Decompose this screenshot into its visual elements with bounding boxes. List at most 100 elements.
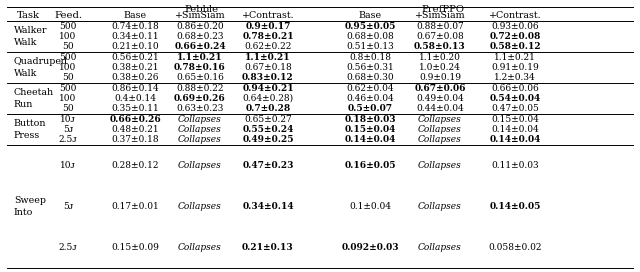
Text: 0.51±0.13: 0.51±0.13 bbox=[346, 42, 394, 51]
Text: Task: Task bbox=[17, 11, 40, 20]
Text: 0.58±0.13: 0.58±0.13 bbox=[414, 42, 466, 51]
Text: 500: 500 bbox=[60, 53, 77, 62]
Text: 0.68±0.30: 0.68±0.30 bbox=[346, 73, 394, 82]
Text: 0.64±0.28): 0.64±0.28) bbox=[243, 94, 294, 103]
Text: 0.14±0.04: 0.14±0.04 bbox=[344, 135, 396, 144]
Text: 0.86±0.20: 0.86±0.20 bbox=[176, 22, 224, 31]
Text: 1.1±0.21: 1.1±0.21 bbox=[494, 53, 536, 62]
Text: 0.63±0.23: 0.63±0.23 bbox=[176, 104, 224, 113]
Text: 0.83±0.12: 0.83±0.12 bbox=[242, 73, 294, 82]
Text: Quadruped
Walk: Quadruped Walk bbox=[14, 57, 68, 78]
Text: Collapses: Collapses bbox=[178, 161, 222, 170]
Text: Collapses: Collapses bbox=[418, 161, 462, 170]
Text: +Contrast.: +Contrast. bbox=[489, 11, 541, 20]
Text: Base: Base bbox=[358, 11, 381, 20]
Text: 0.15±0.04: 0.15±0.04 bbox=[344, 125, 396, 134]
Text: 0.69±0.26: 0.69±0.26 bbox=[174, 94, 226, 103]
Text: 0.94±0.21: 0.94±0.21 bbox=[242, 84, 294, 93]
Text: Collapses: Collapses bbox=[418, 243, 462, 252]
Text: 0.28±0.12: 0.28±0.12 bbox=[111, 161, 159, 170]
Text: 0.21±0.13: 0.21±0.13 bbox=[242, 243, 294, 252]
Text: 0.67±0.06: 0.67±0.06 bbox=[414, 84, 466, 93]
Text: Collapses: Collapses bbox=[178, 115, 222, 124]
Text: 0.4±0.14: 0.4±0.14 bbox=[114, 94, 156, 103]
Text: 0.14±0.05: 0.14±0.05 bbox=[490, 202, 541, 211]
Text: 0.38±0.21: 0.38±0.21 bbox=[111, 63, 159, 72]
Text: 100: 100 bbox=[60, 94, 77, 103]
Text: 5ᴊ: 5ᴊ bbox=[63, 202, 73, 211]
Text: 10ᴊ: 10ᴊ bbox=[60, 115, 76, 124]
Text: 0.16±0.05: 0.16±0.05 bbox=[344, 161, 396, 170]
Text: 0.092±0.03: 0.092±0.03 bbox=[341, 243, 399, 252]
Text: 0.18±0.03: 0.18±0.03 bbox=[344, 115, 396, 124]
Text: 0.21±0.10: 0.21±0.10 bbox=[111, 42, 159, 51]
Text: 0.88±0.07: 0.88±0.07 bbox=[416, 22, 464, 31]
Text: 0.62±0.04: 0.62±0.04 bbox=[346, 84, 394, 93]
Text: 0.95±0.05: 0.95±0.05 bbox=[344, 22, 396, 31]
Text: +Contrast.: +Contrast. bbox=[242, 11, 294, 20]
Text: 2.5ᴊ: 2.5ᴊ bbox=[58, 243, 77, 252]
Text: 0.15±0.09: 0.15±0.09 bbox=[111, 243, 159, 252]
Text: 0.54±0.04: 0.54±0.04 bbox=[490, 94, 541, 103]
Text: Collapses: Collapses bbox=[178, 135, 222, 144]
Text: Pebble: Pebble bbox=[184, 5, 219, 14]
Text: 0.74±0.18: 0.74±0.18 bbox=[111, 22, 159, 31]
Text: 500: 500 bbox=[60, 84, 77, 93]
Text: 0.46±0.04: 0.46±0.04 bbox=[346, 94, 394, 103]
Text: 5ᴊ: 5ᴊ bbox=[63, 125, 73, 134]
Text: 0.35±0.11: 0.35±0.11 bbox=[111, 104, 159, 113]
Text: Sweep
Into: Sweep Into bbox=[14, 196, 46, 217]
Text: Collapses: Collapses bbox=[178, 125, 222, 134]
Text: 0.67±0.18: 0.67±0.18 bbox=[244, 63, 292, 72]
Text: 0.15±0.04: 0.15±0.04 bbox=[491, 115, 539, 124]
Text: 50: 50 bbox=[62, 104, 74, 113]
Text: Feed.: Feed. bbox=[54, 11, 82, 20]
Text: 0.49±0.04: 0.49±0.04 bbox=[416, 94, 464, 103]
Text: 0.47±0.23: 0.47±0.23 bbox=[243, 161, 294, 170]
Text: 0.1±0.04: 0.1±0.04 bbox=[349, 202, 391, 211]
Text: 0.34±0.14: 0.34±0.14 bbox=[242, 202, 294, 211]
Text: Collapses: Collapses bbox=[418, 115, 462, 124]
Text: 0.66±0.26: 0.66±0.26 bbox=[109, 115, 161, 124]
Text: 0.66±0.24: 0.66±0.24 bbox=[174, 42, 226, 51]
Text: 0.67±0.08: 0.67±0.08 bbox=[416, 32, 464, 41]
Text: 0.14±0.04: 0.14±0.04 bbox=[490, 135, 541, 144]
Text: 1.0±0.24: 1.0±0.24 bbox=[419, 63, 461, 72]
Text: 0.68±0.23: 0.68±0.23 bbox=[176, 32, 224, 41]
Text: 0.8±0.18: 0.8±0.18 bbox=[349, 53, 391, 62]
Text: Collapses: Collapses bbox=[418, 202, 462, 211]
Text: 0.49±0.25: 0.49±0.25 bbox=[243, 135, 294, 144]
Text: 0.44±0.04: 0.44±0.04 bbox=[416, 104, 464, 113]
Text: 0.47±0.05: 0.47±0.05 bbox=[491, 104, 539, 113]
Text: 0.17±0.01: 0.17±0.01 bbox=[111, 202, 159, 211]
Text: 0.66±0.06: 0.66±0.06 bbox=[491, 84, 539, 93]
Text: 100: 100 bbox=[60, 63, 77, 72]
Text: 0.78±0.21: 0.78±0.21 bbox=[242, 32, 294, 41]
Text: 0.65±0.27: 0.65±0.27 bbox=[244, 115, 292, 124]
Text: PrefPPO: PrefPPO bbox=[421, 5, 464, 14]
Text: 0.14±0.04: 0.14±0.04 bbox=[491, 125, 539, 134]
Text: 0.93±0.06: 0.93±0.06 bbox=[491, 22, 539, 31]
Text: 0.86±0.14: 0.86±0.14 bbox=[111, 84, 159, 93]
Text: Walker
Walk: Walker Walk bbox=[14, 26, 47, 47]
Text: 500: 500 bbox=[60, 22, 77, 31]
Text: Base: Base bbox=[124, 11, 147, 20]
Text: 0.48±0.21: 0.48±0.21 bbox=[111, 125, 159, 134]
Text: Collapses: Collapses bbox=[178, 243, 222, 252]
Text: 1.1±0.21: 1.1±0.21 bbox=[177, 53, 223, 62]
Text: Button
Press: Button Press bbox=[14, 119, 47, 140]
Text: 0.11±0.03: 0.11±0.03 bbox=[491, 161, 539, 170]
Text: 0.62±0.22: 0.62±0.22 bbox=[244, 42, 292, 51]
Text: 0.37±0.18: 0.37±0.18 bbox=[111, 135, 159, 144]
Text: 0.91±0.19: 0.91±0.19 bbox=[491, 63, 539, 72]
Text: Collapses: Collapses bbox=[178, 202, 222, 211]
Text: 0.9±0.17: 0.9±0.17 bbox=[245, 22, 291, 31]
Text: 0.7±0.28: 0.7±0.28 bbox=[245, 104, 291, 113]
Text: 2.5ᴊ: 2.5ᴊ bbox=[58, 135, 77, 144]
Text: 0.34±0.11: 0.34±0.11 bbox=[111, 32, 159, 41]
Text: 0.65±0.16: 0.65±0.16 bbox=[176, 73, 224, 82]
Text: 0.88±0.22: 0.88±0.22 bbox=[176, 84, 224, 93]
Text: 50: 50 bbox=[62, 42, 74, 51]
Text: 100: 100 bbox=[60, 32, 77, 41]
Text: 0.38±0.26: 0.38±0.26 bbox=[111, 73, 159, 82]
